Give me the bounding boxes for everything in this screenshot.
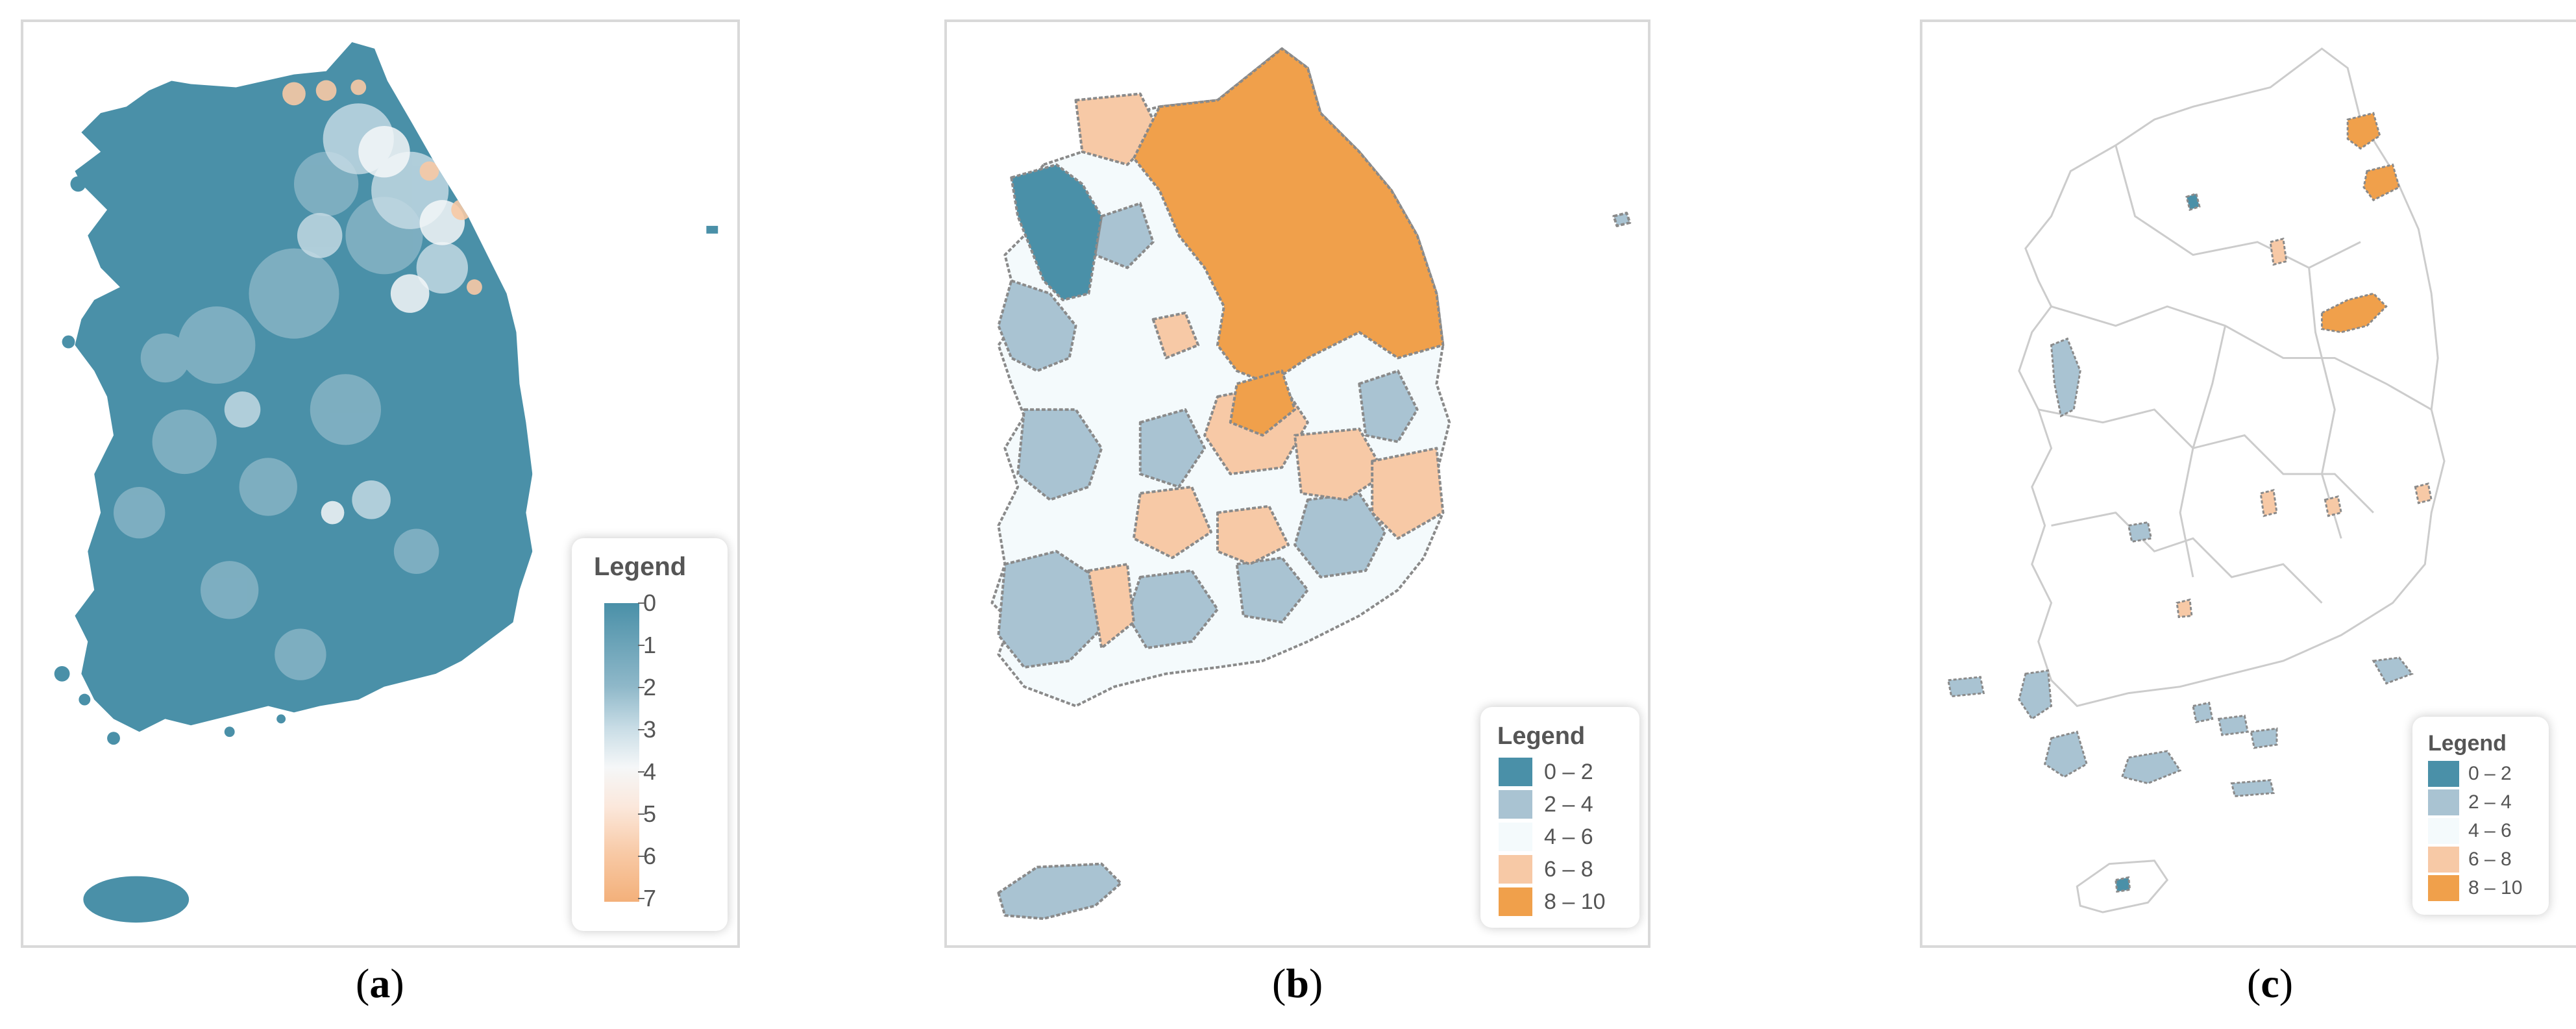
legend-tick: 7 (637, 885, 657, 911)
legend-swatch (2428, 789, 2459, 815)
legend-tick: 1 (637, 632, 657, 658)
legend-tick: 4 (637, 758, 657, 785)
map-panel-a: Legend 0 1 2 3 4 5 6 7 (21, 19, 740, 948)
legend-label: 6 – 8 (2468, 849, 2512, 870)
legend-title: Legend (1497, 723, 1586, 750)
legend-title: Legend (594, 552, 687, 581)
legend-row: 0 – 2 (2428, 761, 2512, 787)
caption-c: (c) (2247, 960, 2294, 1006)
jeju-island (997, 862, 1122, 921)
legend-tick: 6 (637, 843, 657, 869)
legend-label: 4 – 6 (1544, 824, 1593, 849)
caption-letter: a (369, 960, 391, 1006)
legend-continuous: Legend 0 1 2 3 4 5 6 7 (572, 538, 728, 931)
legend-tick: 2 (637, 674, 657, 700)
legend-tick: 0 (637, 589, 657, 616)
caption-a: (a) (356, 960, 404, 1006)
legend-row: 8 – 10 (1499, 887, 1606, 916)
legend-tick: 5 (637, 800, 657, 827)
legend-tick: 3 (637, 716, 657, 743)
legend-row: 4 – 6 (1499, 823, 1593, 851)
caption-letter: b (1286, 960, 1309, 1006)
legend-swatch (2428, 761, 2459, 787)
legend-row: 0 – 2 (1499, 758, 1593, 786)
map-panel-b: Legend 0 – 2 2 – 4 4 – 6 6 – 8 8 – 10 (944, 19, 1650, 948)
caption-b: (b) (1272, 960, 1323, 1006)
legend-label: 2 – 4 (2468, 791, 2512, 813)
jeju-island (83, 876, 190, 923)
legend-swatch (2428, 875, 2459, 901)
legend-label: 0 – 2 (1544, 759, 1593, 784)
legend-classes: Legend 0 – 2 2 – 4 4 – 6 6 – 8 8 – 10 (2412, 717, 2549, 915)
legend-color-ramp (604, 603, 639, 902)
legend-classes: Legend 0 – 2 2 – 4 4 – 6 6 – 8 8 – 10 (1480, 707, 1639, 928)
legend-swatch (1499, 790, 1532, 819)
legend-swatch (1499, 758, 1532, 786)
legend-row: 4 – 6 (2428, 818, 2512, 844)
caption-letter: c (2261, 960, 2279, 1006)
legend-row: 6 – 8 (2428, 847, 2512, 873)
legend-title: Legend (2428, 731, 2507, 756)
korea-cluster-map (1946, 47, 2446, 913)
legend-label: 0 – 2 (2468, 763, 2512, 784)
legend-swatch (2428, 847, 2459, 873)
map-panel-c: Legend 0 – 2 2 – 4 4 – 6 6 – 8 8 – 10 (1920, 19, 2576, 948)
legend-label: 8 – 10 (1544, 889, 1606, 914)
legend-label: 6 – 8 (1544, 856, 1593, 882)
legend-swatch (2428, 818, 2459, 844)
legend-row: 2 – 4 (1499, 790, 1593, 819)
korea-district-map (990, 47, 1632, 921)
korea-raster-map (54, 42, 718, 923)
legend-label: 8 – 10 (2468, 877, 2523, 899)
legend-swatch (1499, 823, 1532, 851)
legend-row: 8 – 10 (2428, 875, 2522, 901)
legend-label: 2 – 4 (1544, 791, 1593, 817)
legend-label: 4 – 6 (2468, 820, 2512, 841)
legend-swatch (1499, 855, 1532, 884)
legend-row: 2 – 4 (2428, 789, 2512, 815)
legend-swatch (1499, 887, 1532, 916)
legend-row: 6 – 8 (1499, 855, 1593, 884)
